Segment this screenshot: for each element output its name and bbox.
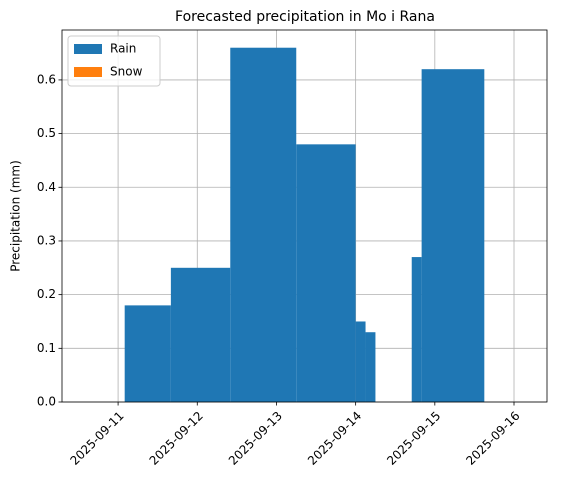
x-tick-label: 2025-09-11 (67, 409, 126, 468)
chart-title: Forecasted precipitation in Mo i Rana (175, 9, 435, 25)
legend-swatch (74, 67, 102, 77)
x-tick-label: 2025-09-12 (147, 409, 206, 468)
x-tick-label: 2025-09-16 (463, 409, 522, 468)
legend-label: Rain (110, 42, 136, 56)
y-tick-label: 0.1 (37, 341, 56, 355)
y-tick-label: 0.0 (37, 395, 56, 409)
y-tick-label: 0.2 (37, 287, 56, 301)
x-tick-label: 2025-09-14 (305, 409, 364, 468)
bar (365, 332, 376, 402)
legend-label: Snow (110, 65, 143, 79)
legend-swatch (74, 44, 102, 54)
y-axis-label: Precipitation (mm) (9, 160, 23, 272)
plot-frame (61, 29, 548, 403)
y-tick-label: 0.5 (37, 126, 56, 140)
bar (170, 267, 231, 402)
y-tick-label: 0.6 (37, 72, 56, 86)
x-tick-label: 2025-09-15 (384, 409, 443, 468)
bar (230, 47, 297, 402)
y-tick-label: 0.3 (37, 233, 56, 247)
bar (411, 257, 422, 402)
bars (124, 47, 485, 403)
bar (355, 321, 366, 402)
bar (421, 69, 485, 402)
bar (124, 305, 171, 402)
y-tick-label: 0.4 (37, 180, 56, 194)
x-tick-label: 2025-09-13 (226, 409, 285, 468)
bar (296, 144, 356, 403)
